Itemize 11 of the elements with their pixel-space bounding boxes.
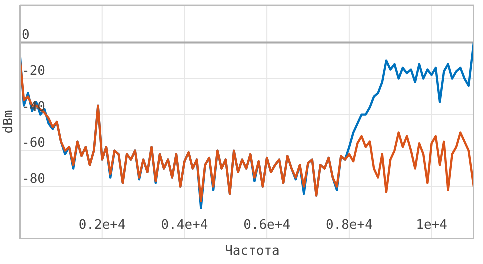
x-tick-label: 1e+4 (416, 218, 448, 233)
x-tick-label: 0.4e+4 (161, 218, 208, 233)
y-tick-label: -60 (22, 136, 46, 151)
y-axis-title: dBm (2, 110, 16, 134)
x-tick-label: 0.8e+4 (326, 218, 374, 233)
x-tick-label: 0.2e+4 (78, 218, 126, 233)
x-tick-label: 0.6e+4 (244, 218, 291, 233)
x-axis-title: Частота (224, 244, 281, 259)
y-tick-label: 0 (22, 28, 30, 43)
y-tick-label: -80 (22, 172, 46, 187)
y-tick-label: -20 (22, 64, 46, 79)
